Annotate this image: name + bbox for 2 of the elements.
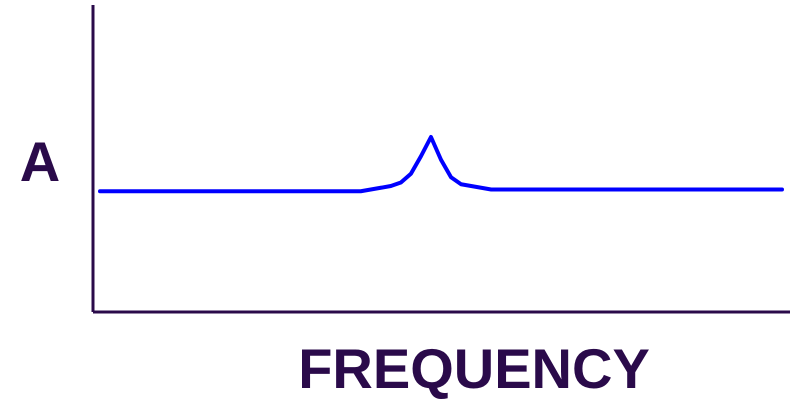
y-axis-title: A	[20, 130, 60, 193]
x-axis-title: FREQUENCY	[298, 337, 650, 400]
